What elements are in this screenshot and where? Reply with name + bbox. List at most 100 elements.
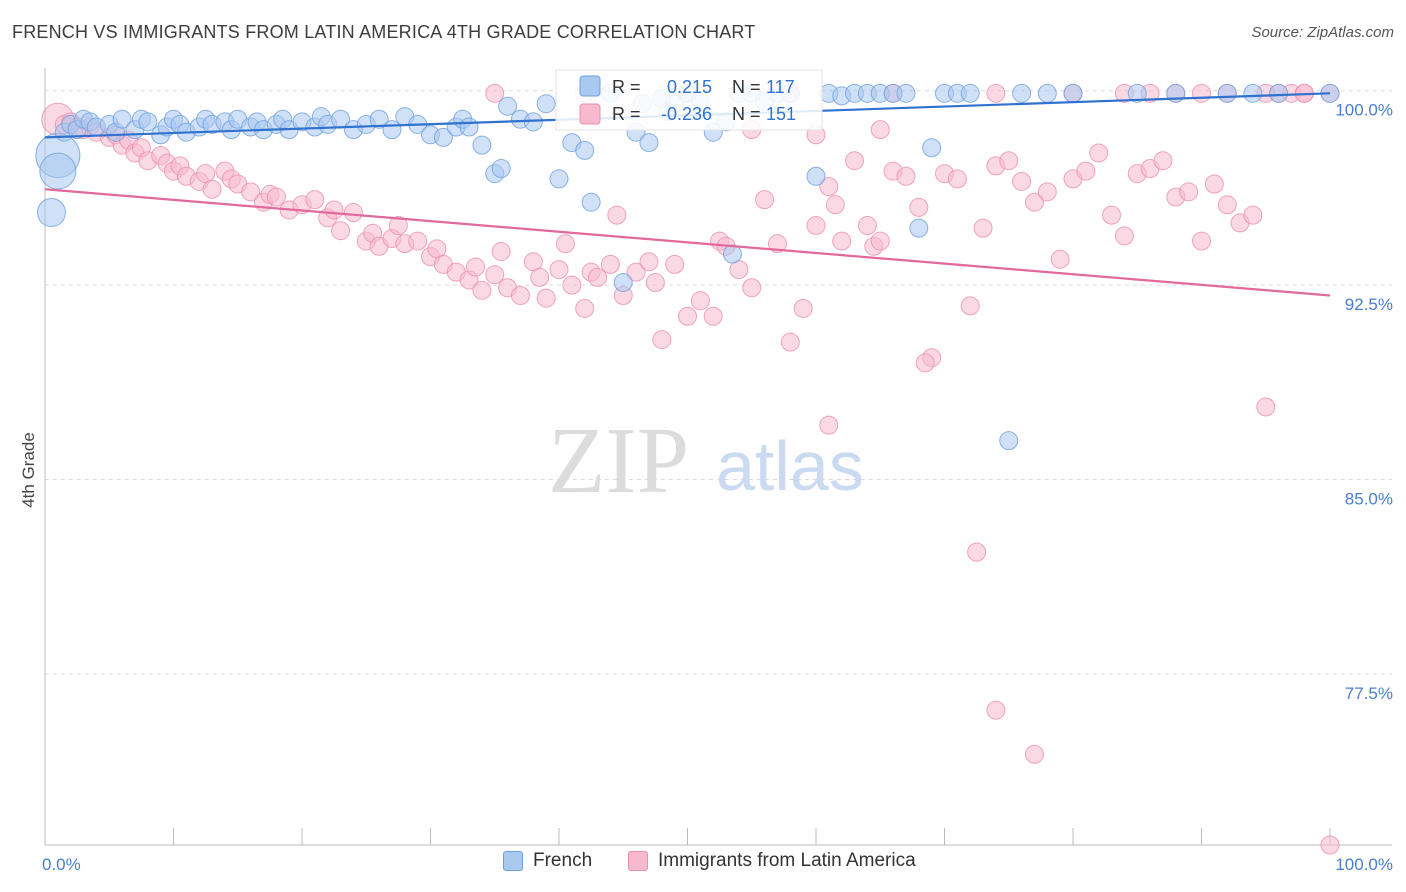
point-latin-america — [266, 187, 286, 207]
point-latin-america — [986, 700, 1006, 720]
point-latin-america — [915, 353, 935, 373]
y-tick-label: 100.0% — [1335, 101, 1393, 120]
point-latin-america — [1012, 171, 1032, 191]
point-latin-america — [652, 330, 672, 350]
y-axis-label: 4th Grade — [19, 432, 38, 508]
stats-r-value-french: 0.215 — [667, 77, 712, 97]
axes — [44, 68, 1392, 846]
grid-lines — [45, 90, 1392, 675]
chart-title: FRENCH VS IMMIGRANTS FROM LATIN AMERICA … — [12, 22, 756, 42]
point-latin-america — [549, 260, 569, 280]
point-latin-america — [1217, 195, 1237, 215]
point-french — [1217, 83, 1237, 103]
legend-item-latin-america[interactable]: Immigrants from Latin America — [628, 850, 916, 872]
point-latin-america — [1192, 231, 1211, 251]
point-latin-america — [202, 179, 222, 199]
point-latin-america — [588, 267, 608, 287]
stats-n-label-latin: N = — [732, 104, 761, 124]
bottom-legend: French Immigrants from Latin America — [0, 850, 1406, 880]
point-latin-america — [819, 177, 839, 197]
point-french — [613, 273, 633, 293]
point-french — [1037, 83, 1057, 103]
point-french — [1243, 83, 1263, 103]
y-tick-label: 85.0% — [1345, 490, 1393, 509]
point-latin-america — [678, 306, 697, 326]
point-latin-america — [1089, 143, 1109, 163]
point-french — [472, 135, 492, 155]
point-french — [639, 133, 659, 153]
point-french — [960, 83, 980, 103]
point-latin-america — [305, 190, 325, 210]
point-latin-america — [472, 280, 492, 300]
stats-legend: R = 0.215 N = 117 R = -0.236 N = 151 — [555, 69, 823, 131]
stats-n-value-french: 117 — [766, 77, 795, 97]
point-french — [36, 198, 66, 228]
point-latin-america — [825, 195, 845, 215]
point-latin-america — [1037, 182, 1057, 202]
tick-labels: 100.0% 92.5% 85.0% 77.5% 0.0% 100.0% — [42, 101, 1393, 874]
point-latin-america — [767, 234, 787, 254]
point-latin-america — [241, 182, 261, 202]
point-latin-america — [530, 267, 550, 287]
point-latin-america — [909, 197, 929, 217]
point-latin-america — [665, 254, 685, 274]
point-latin-america — [832, 231, 852, 251]
point-latin-america — [575, 298, 595, 318]
point-french — [549, 169, 569, 189]
point-latin-america — [703, 306, 723, 326]
point-french — [581, 192, 601, 212]
stats-n-value-latin: 151 — [766, 104, 796, 124]
point-latin-america — [343, 203, 363, 223]
point-latin-america — [1256, 397, 1276, 417]
point-latin-america — [870, 231, 890, 251]
point-latin-america — [973, 218, 993, 238]
y-tick-label: 77.5% — [1345, 684, 1393, 703]
point-latin-america — [600, 254, 620, 274]
point-latin-america — [1320, 835, 1340, 855]
point-french — [922, 138, 942, 158]
point-latin-america — [819, 415, 839, 435]
point-french — [112, 109, 132, 129]
point-latin-america — [857, 216, 877, 236]
legend-swatch-latin-america — [628, 851, 648, 871]
point-french — [722, 244, 742, 264]
point-french — [999, 431, 1019, 451]
point-latin-america — [999, 151, 1019, 171]
point-latin-america — [1050, 249, 1070, 269]
point-latin-america — [408, 231, 428, 251]
point-latin-america — [324, 200, 344, 220]
legend-item-french[interactable]: French — [503, 850, 592, 872]
watermark: ZIP atlas — [548, 409, 864, 513]
stats-swatch-latin — [579, 103, 601, 125]
point-french — [1269, 83, 1289, 103]
point-latin-america — [1024, 744, 1044, 764]
stats-swatch-french — [579, 75, 601, 97]
point-latin-america — [947, 169, 967, 189]
point-latin-america — [986, 83, 1006, 103]
point-latin-america — [1076, 161, 1096, 181]
series-latin-america-points — [41, 83, 1340, 855]
stats-r-label-french: R = — [612, 77, 641, 97]
point-latin-america — [491, 241, 511, 261]
point-latin-america — [1153, 151, 1173, 171]
legend-label-french: French — [533, 850, 593, 871]
point-latin-america — [896, 166, 916, 186]
x-tick-label: 0.0% — [42, 855, 81, 874]
x-tick-label: 100.0% — [1335, 855, 1393, 874]
point-latin-america — [1204, 174, 1224, 194]
point-french — [806, 166, 826, 186]
point-french — [1063, 83, 1083, 103]
point-latin-america — [1102, 205, 1122, 225]
point-latin-america — [845, 151, 865, 171]
point-latin-america — [1179, 182, 1199, 202]
watermark-atlas: atlas — [716, 427, 864, 505]
point-french — [433, 127, 453, 147]
point-french — [575, 140, 595, 160]
point-latin-america — [967, 542, 987, 562]
point-latin-america — [806, 216, 826, 236]
point-latin-america — [755, 190, 775, 210]
point-french — [39, 152, 77, 190]
point-latin-america — [645, 273, 665, 293]
point-french — [896, 83, 916, 103]
